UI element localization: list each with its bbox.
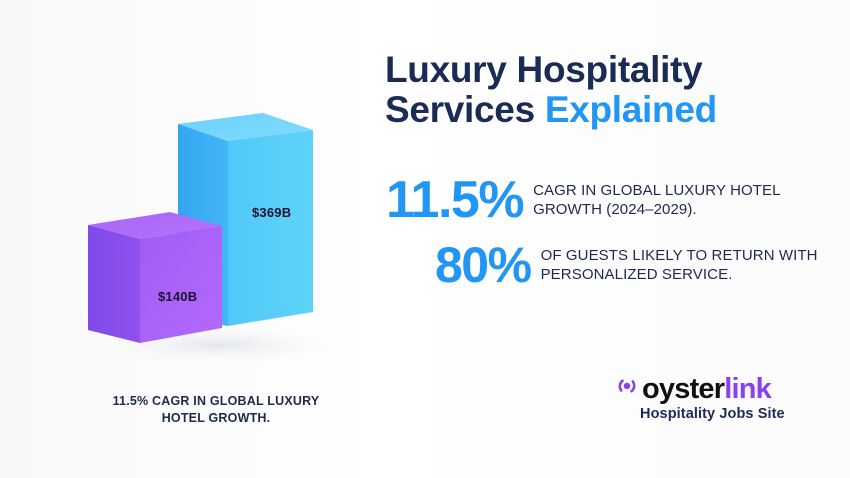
brand-logo: oysterlink Hospitality Jobs Site: [616, 374, 816, 422]
logo-word-main: oyster: [642, 373, 725, 405]
title-accent: Explained: [544, 89, 717, 130]
bar-value-label-small: $140B: [158, 289, 198, 304]
stat-description-line: GROWTH (2024–2029).: [533, 201, 697, 218]
bar-value-label-large: $369B: [252, 205, 292, 220]
chart-caption: 11.5% CAGR IN GLOBAL LUXURY HOTEL GROWTH…: [112, 394, 320, 425]
stat-returning-guests: 80% OF GUESTS LIKELY TO RETURN WITH PERS…: [435, 240, 818, 290]
logo-wordmark: oysterlink: [642, 373, 772, 405]
stat-value: 80%: [435, 237, 532, 293]
stat-cagr: 11.5% CAGR IN GLOBAL LUXURY HOTEL GROWTH…: [386, 174, 781, 226]
page-title: Luxury Hospitality Services Explained: [385, 50, 717, 130]
logo-tagline: Hospitality Jobs Site: [640, 406, 785, 422]
stat-description-line: CAGR IN GLOBAL LUXURY HOTEL: [533, 182, 781, 199]
title-line-1: Luxury Hospitality: [385, 49, 703, 90]
stat-value: 11.5%: [386, 171, 525, 229]
stat-description-line: PERSONALIZED SERVICE.: [540, 266, 733, 283]
stat-description: OF GUESTS LIKELY TO RETURN WITH PERSONAL…: [541, 246, 818, 284]
box-chart-graphic: [80, 113, 360, 367]
stat-description: CAGR IN GLOBAL LUXURY HOTEL GROWTH (2024…: [533, 181, 781, 219]
box-chart: $369B $140B: [0, 0, 360, 380]
logo-word-accent: link: [724, 373, 772, 405]
title-line-2: Services: [385, 89, 545, 130]
oysterlink-signal-icon: [618, 379, 636, 393]
stat-description-line: OF GUESTS LIKELY TO RETURN WITH: [540, 247, 818, 264]
